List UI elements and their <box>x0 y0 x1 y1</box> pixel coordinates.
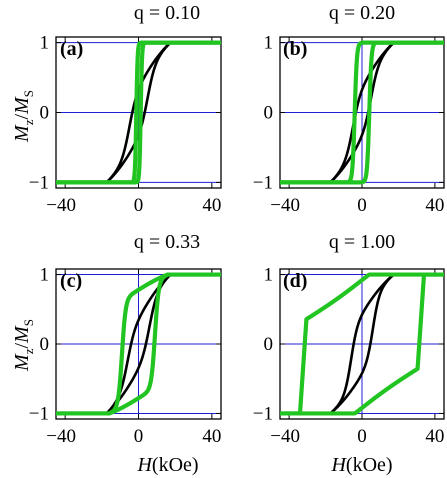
green-loop-branch <box>56 272 221 416</box>
x-tick-label: −40 <box>270 195 300 216</box>
x-tick-label: 40 <box>202 426 221 447</box>
panel-c: q = 0.33 −40 0 40 −1 0 1 (c) <box>29 231 222 447</box>
y-tick-label: 1 <box>40 265 50 286</box>
green-loop-branch <box>56 40 221 185</box>
panel-d-title: q = 1.00 <box>329 231 395 253</box>
panel-a-label: (a) <box>60 38 83 60</box>
y-tick-label: 0 <box>40 334 50 355</box>
y-tick-label: 0 <box>264 103 274 124</box>
x-tick-label: −40 <box>270 426 300 447</box>
y-axis-label-bottom: Mz/MS <box>11 319 36 372</box>
panel-a: q = 0.10 −40 0 40 −1 0 1 (a) <box>29 2 222 216</box>
y-tick-label: −1 <box>29 403 49 424</box>
y-tick-label: 0 <box>264 334 274 355</box>
y-tick-label: 1 <box>264 265 274 286</box>
x-tick-label: 0 <box>357 195 367 216</box>
panel-c-label: (c) <box>60 270 82 292</box>
x-tick-label: 40 <box>202 195 221 216</box>
y-tick-label: −1 <box>29 172 49 193</box>
x-tick-label: 40 <box>425 195 444 216</box>
x-tick-label: 0 <box>134 426 144 447</box>
green-loop-branch <box>280 272 444 416</box>
panel-b-label: (b) <box>283 38 307 60</box>
x-tick-label: −40 <box>46 426 76 447</box>
x-tick-label: −40 <box>46 195 76 216</box>
x-tick-label: 40 <box>425 426 444 447</box>
panel-c-title: q = 0.33 <box>134 231 200 253</box>
panel-b: q = 0.20 −40 0 40 −1 0 1 (b) <box>253 2 445 216</box>
green-loop-branch <box>280 272 444 416</box>
panel-d-label: (d) <box>283 270 307 292</box>
panel-d: q = 1.00 −40 0 40 −1 0 1 (d) <box>253 231 445 447</box>
y-axis-label-top: Mz/MS <box>11 90 36 143</box>
y-tick-label: −1 <box>253 172 273 193</box>
panel-b-title: q = 0.20 <box>329 2 395 24</box>
x-axis-label-right: H(kOe) <box>330 454 392 476</box>
x-tick-label: 0 <box>134 195 144 216</box>
y-tick-label: 0 <box>40 103 50 124</box>
x-tick-label: 0 <box>357 426 367 447</box>
green-loop-branch <box>280 40 444 185</box>
x-axis-label-left: H(kOe) <box>136 454 198 476</box>
panel-a-title: q = 0.10 <box>134 2 200 24</box>
y-tick-label: −1 <box>253 403 273 424</box>
y-tick-label: 1 <box>40 33 50 54</box>
y-tick-label: 1 <box>264 33 274 54</box>
